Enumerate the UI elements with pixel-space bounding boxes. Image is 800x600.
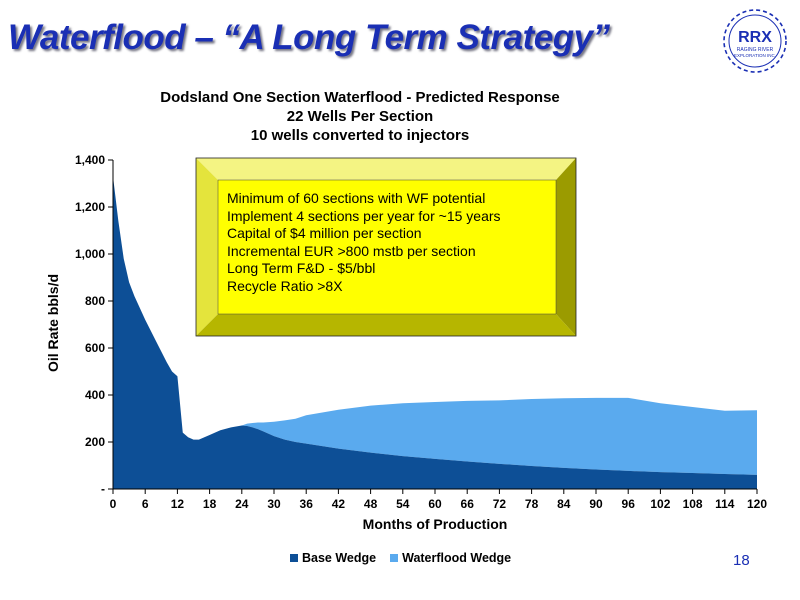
legend-item-waterflood-wedge: Waterflood Wedge bbox=[390, 551, 511, 565]
chart-title-line-3: 10 wells converted to injectors bbox=[250, 127, 470, 144]
callout-bevel-right bbox=[556, 158, 576, 336]
legend-label-base-wedge: Base Wedge bbox=[302, 551, 377, 565]
x-tick-label: 0 bbox=[110, 497, 117, 511]
x-tick-label: 60 bbox=[428, 497, 442, 511]
x-tick-label: 120 bbox=[747, 497, 767, 511]
x-tick-label: 96 bbox=[622, 497, 636, 511]
y-tick-label: 800 bbox=[85, 294, 105, 308]
callout-line: Long Term F&D - $5/bbl bbox=[227, 260, 376, 277]
legend-swatch-waterflood-wedge bbox=[390, 554, 399, 562]
x-tick-label: 54 bbox=[396, 497, 410, 511]
y-tick-label: 1,400 bbox=[75, 153, 105, 167]
x-tick-label: 30 bbox=[267, 497, 281, 511]
x-tick-label: 78 bbox=[525, 497, 539, 511]
callout-bevel-bottom bbox=[196, 314, 576, 336]
y-tick-label: - bbox=[101, 482, 105, 496]
x-tick-label: 102 bbox=[650, 497, 670, 511]
y-tick-label: 600 bbox=[85, 341, 105, 355]
chart-title-line-2: 22 Wells Per Section bbox=[286, 108, 434, 125]
logo-tagline-2: EXPLORATION INC. bbox=[734, 53, 776, 58]
company-logo: RRX RAGING RIVER EXPLORATION INC. bbox=[720, 7, 790, 75]
x-tick-label: 42 bbox=[332, 497, 346, 511]
y-axis-title: Oil Rate bbls/d bbox=[45, 274, 61, 372]
series-area-waterflood-wedge bbox=[113, 176, 757, 475]
legend-item-base-wedge: Base Wedge bbox=[290, 551, 376, 565]
x-tick-label: 18 bbox=[203, 497, 217, 511]
series-layer bbox=[113, 176, 757, 489]
slide-title: Waterflood – “A Long Term Strategy” bbox=[8, 18, 610, 57]
logo-tagline-1: RAGING RIVER bbox=[737, 47, 774, 53]
x-tick-label: 90 bbox=[589, 497, 603, 511]
callout-face bbox=[218, 180, 556, 314]
series-area-base-wedge bbox=[113, 176, 757, 489]
x-tick-label: 36 bbox=[300, 497, 314, 511]
x-axis-title: Months of Production bbox=[363, 516, 508, 532]
callout-line: Incremental EUR >800 mstb per section bbox=[227, 242, 476, 259]
page-number: 18 bbox=[733, 552, 750, 569]
x-tick-label: 114 bbox=[715, 497, 735, 511]
y-tick-label: 400 bbox=[85, 388, 105, 402]
callout-line: Implement 4 sections per year for ~15 ye… bbox=[227, 207, 501, 224]
legend-label-waterflood-wedge: Waterflood Wedge bbox=[402, 551, 512, 565]
callout-box bbox=[195, 157, 577, 337]
legend-swatch-base-wedge bbox=[290, 554, 298, 562]
callout-border bbox=[195, 157, 577, 337]
callout-bevel-top bbox=[196, 158, 576, 180]
x-tick-label: 24 bbox=[235, 497, 249, 511]
callout-line: Minimum of 60 sections with WF potential bbox=[227, 190, 486, 206]
callout-text: Minimum of 60 sections with WF potential… bbox=[227, 190, 557, 296]
x-tick-label: 72 bbox=[493, 497, 507, 511]
x-tick-label: 6 bbox=[142, 497, 149, 511]
x-tick-label: 66 bbox=[461, 497, 475, 511]
x-tick-label: 48 bbox=[364, 497, 378, 511]
axes-layer: - 200 400 600 800 1,000 1,200 1,400 0 6 12 18 24 30 36… bbox=[75, 153, 767, 511]
x-tick-label: 12 bbox=[171, 497, 185, 511]
chart-title: Dodsland One Section Waterflood - Predic… bbox=[150, 88, 570, 145]
chart-legend: Base Wedge Waterflood Wedge bbox=[290, 551, 525, 565]
callout-line: Capital of $4 million per section bbox=[227, 225, 422, 242]
x-tick-label: 108 bbox=[683, 497, 703, 511]
y-tick-label: 1,000 bbox=[75, 247, 105, 261]
y-tick-label: 1,200 bbox=[75, 200, 105, 214]
callout-inner-border bbox=[217, 179, 557, 315]
y-tick-label: 200 bbox=[85, 435, 105, 449]
callout-line: Recycle Ratio >8X bbox=[227, 277, 343, 294]
chart-title-line-1: Dodsland One Section Waterflood - Predic… bbox=[160, 89, 560, 106]
x-tick-label: 84 bbox=[557, 497, 571, 511]
callout-bevel-left bbox=[196, 158, 218, 336]
logo-mark: RRX bbox=[738, 29, 772, 46]
